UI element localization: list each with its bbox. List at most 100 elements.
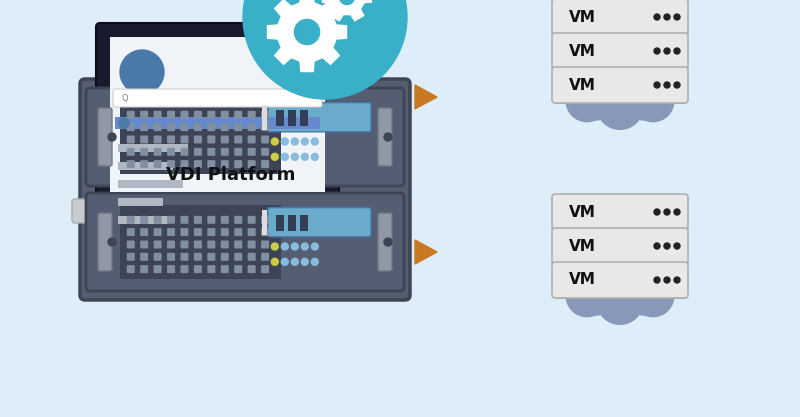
- FancyBboxPatch shape: [80, 79, 410, 300]
- FancyBboxPatch shape: [140, 123, 148, 131]
- FancyBboxPatch shape: [194, 148, 202, 156]
- FancyBboxPatch shape: [552, 194, 688, 230]
- FancyBboxPatch shape: [261, 160, 269, 168]
- Bar: [140, 209, 295, 214]
- Circle shape: [664, 82, 670, 88]
- Circle shape: [302, 258, 308, 265]
- Bar: [288, 110, 296, 126]
- Bar: [115, 117, 320, 129]
- FancyBboxPatch shape: [126, 160, 134, 168]
- FancyBboxPatch shape: [96, 23, 339, 206]
- Circle shape: [654, 82, 660, 88]
- Bar: [557, 99, 685, 104]
- Circle shape: [291, 153, 298, 160]
- Circle shape: [334, 209, 337, 213]
- Circle shape: [282, 258, 288, 265]
- Circle shape: [584, 244, 634, 293]
- FancyBboxPatch shape: [221, 241, 229, 249]
- FancyBboxPatch shape: [167, 216, 175, 224]
- FancyBboxPatch shape: [140, 216, 148, 224]
- FancyBboxPatch shape: [207, 228, 215, 236]
- Bar: [118, 144, 188, 152]
- Circle shape: [302, 243, 308, 250]
- FancyBboxPatch shape: [221, 216, 229, 224]
- Text: VDI Platform: VDI Platform: [166, 166, 295, 184]
- FancyBboxPatch shape: [248, 228, 256, 236]
- Text: VM: VM: [569, 10, 596, 25]
- Circle shape: [291, 243, 298, 250]
- Bar: [110, 37, 325, 192]
- Circle shape: [311, 258, 318, 265]
- Circle shape: [654, 48, 660, 54]
- FancyBboxPatch shape: [261, 136, 269, 143]
- Polygon shape: [415, 85, 437, 109]
- FancyBboxPatch shape: [207, 111, 215, 119]
- Circle shape: [341, 209, 343, 213]
- FancyBboxPatch shape: [140, 148, 148, 156]
- Circle shape: [654, 14, 660, 20]
- Circle shape: [271, 243, 278, 250]
- Circle shape: [384, 133, 392, 141]
- FancyBboxPatch shape: [552, 262, 688, 298]
- FancyBboxPatch shape: [167, 265, 175, 273]
- FancyBboxPatch shape: [194, 265, 202, 273]
- FancyBboxPatch shape: [167, 136, 175, 143]
- FancyBboxPatch shape: [221, 228, 229, 236]
- Text: VM: VM: [569, 272, 596, 287]
- FancyBboxPatch shape: [98, 213, 112, 271]
- FancyBboxPatch shape: [269, 61, 285, 73]
- FancyBboxPatch shape: [207, 148, 215, 156]
- Bar: [557, 226, 685, 231]
- FancyBboxPatch shape: [194, 216, 202, 224]
- Circle shape: [120, 50, 164, 94]
- FancyBboxPatch shape: [194, 253, 202, 261]
- FancyBboxPatch shape: [140, 253, 148, 261]
- FancyBboxPatch shape: [207, 253, 215, 261]
- FancyBboxPatch shape: [154, 136, 162, 143]
- FancyBboxPatch shape: [248, 148, 256, 156]
- FancyBboxPatch shape: [154, 148, 162, 156]
- FancyBboxPatch shape: [154, 265, 162, 273]
- Bar: [120, 205, 282, 279]
- Circle shape: [294, 20, 320, 45]
- FancyBboxPatch shape: [194, 228, 202, 236]
- Bar: [557, 260, 685, 265]
- FancyBboxPatch shape: [181, 123, 189, 131]
- Circle shape: [271, 258, 278, 265]
- Circle shape: [568, 260, 622, 315]
- Bar: [118, 180, 183, 188]
- FancyBboxPatch shape: [234, 160, 242, 168]
- FancyBboxPatch shape: [126, 216, 134, 224]
- Circle shape: [654, 243, 660, 249]
- Circle shape: [283, 50, 293, 60]
- FancyBboxPatch shape: [194, 160, 202, 168]
- FancyBboxPatch shape: [221, 253, 229, 261]
- Text: VM: VM: [569, 78, 596, 93]
- Bar: [262, 105, 266, 130]
- Circle shape: [664, 243, 670, 249]
- FancyBboxPatch shape: [221, 111, 229, 119]
- Circle shape: [271, 138, 278, 145]
- Circle shape: [664, 48, 670, 54]
- Circle shape: [302, 138, 308, 145]
- Text: VM: VM: [569, 43, 596, 58]
- Circle shape: [339, 0, 354, 5]
- Polygon shape: [415, 240, 437, 264]
- Circle shape: [384, 238, 392, 246]
- FancyBboxPatch shape: [221, 160, 229, 168]
- FancyBboxPatch shape: [154, 253, 162, 261]
- Polygon shape: [322, 0, 371, 21]
- FancyBboxPatch shape: [248, 160, 256, 168]
- Circle shape: [282, 243, 288, 250]
- FancyBboxPatch shape: [289, 61, 305, 73]
- Bar: [557, 294, 685, 299]
- Circle shape: [566, 275, 608, 317]
- FancyBboxPatch shape: [261, 265, 269, 273]
- FancyBboxPatch shape: [248, 241, 256, 249]
- FancyBboxPatch shape: [126, 136, 134, 143]
- FancyBboxPatch shape: [261, 123, 269, 131]
- FancyBboxPatch shape: [261, 148, 269, 156]
- FancyBboxPatch shape: [181, 265, 189, 273]
- Circle shape: [243, 0, 407, 99]
- Circle shape: [674, 277, 680, 283]
